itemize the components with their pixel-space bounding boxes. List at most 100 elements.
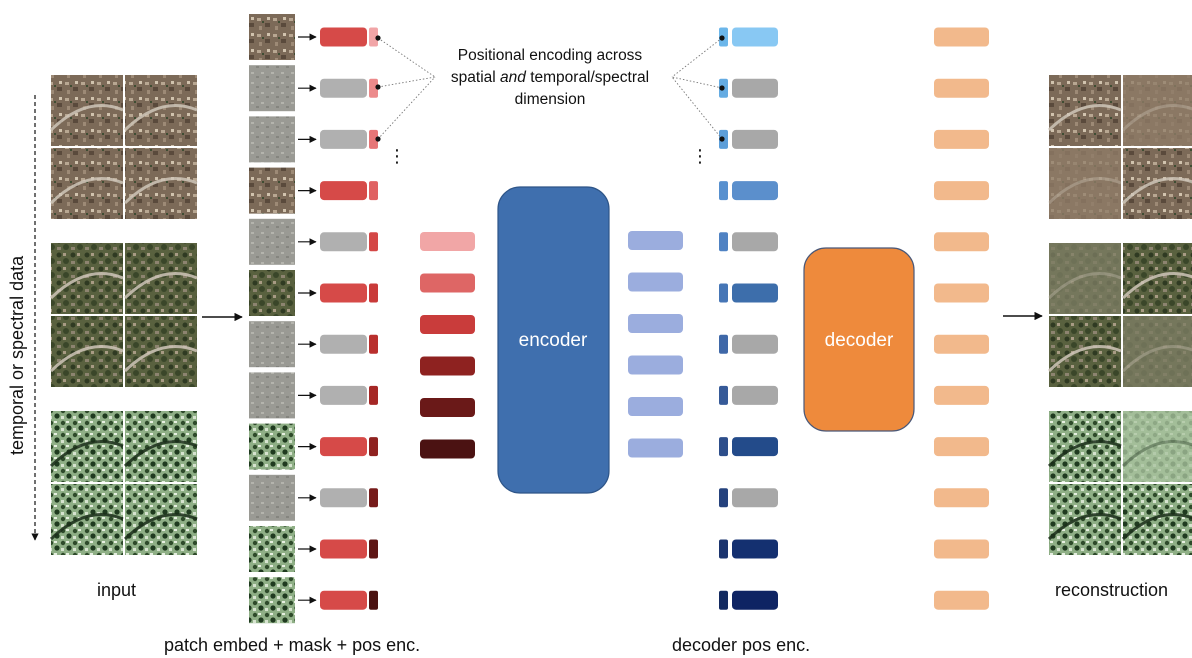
reconstruction-token: [934, 385, 989, 405]
latent-token-column: [628, 231, 683, 458]
decoder-latent-token: [732, 283, 778, 303]
masked-patch-token: [320, 78, 367, 98]
road-line: [123, 440, 198, 468]
road-line: [123, 272, 198, 300]
masked-patch-thumbnail: [249, 116, 295, 163]
road-line: [49, 177, 124, 205]
encoder-input-token: [420, 439, 475, 459]
masked-patch-token: [320, 488, 367, 508]
image-patch: [51, 243, 123, 314]
road-line: [123, 345, 198, 373]
road-line: [123, 177, 198, 205]
decoder-pos-token: [719, 590, 728, 610]
reconstruction-token: [934, 283, 989, 303]
reconstruction-token: [934, 437, 989, 457]
image-patch: [125, 75, 197, 146]
road-line: [1121, 272, 1192, 300]
decoder-token-column: [719, 27, 778, 610]
reconstruction-token: [934, 590, 989, 610]
decoder-latent-token: [732, 181, 778, 201]
latent-token: [628, 272, 683, 292]
temporal-spectral-axis-label: temporal or spectral data: [7, 255, 27, 455]
encoder-label: encoder: [519, 330, 588, 351]
road-line: [1047, 513, 1122, 541]
road-line: [1121, 104, 1192, 132]
masked-patch-token: [320, 334, 367, 354]
image-patch: [1049, 316, 1121, 387]
image-patch: [1123, 484, 1192, 555]
mask-token: [732, 232, 778, 252]
decoder-pos-token: [719, 283, 728, 303]
annotation-line-2: spatial and temporal/spectral: [425, 67, 675, 89]
road-line: [49, 104, 124, 132]
road-line: [1047, 345, 1122, 373]
decoder-pos-token: [719, 437, 728, 457]
patch-thumbnail: [249, 526, 295, 572]
road-line: [1121, 345, 1192, 373]
reconstruction-token-column: [934, 27, 989, 610]
pos-encoding-token: [369, 129, 378, 149]
image-patch: [1049, 411, 1121, 482]
image-patch: [125, 148, 197, 219]
masked-patch-thumbnail: [249, 321, 295, 368]
masked-patch-thumbnail: [249, 218, 295, 265]
reconstruction-token: [934, 232, 989, 252]
pos-encoding-token: [369, 539, 378, 559]
annotation-line-2-post: temporal/spectral: [525, 69, 650, 86]
visible-patch-token: [320, 283, 367, 303]
image-patch: [125, 411, 197, 482]
road-line: [123, 104, 198, 132]
image-patch: [51, 316, 123, 387]
road-line: [1121, 177, 1192, 205]
ellipsis-right: ⋮: [691, 146, 709, 167]
annotation-line-3: dimension: [514, 91, 586, 108]
encoder-input-token: [420, 232, 475, 251]
image-patch: [125, 484, 197, 555]
image-patch: [1123, 148, 1192, 219]
image-patch: [1049, 75, 1121, 146]
annotation-leader-lines: [377, 37, 723, 140]
encoder-input-token: [420, 315, 475, 334]
blurred-patch-overlay: [1049, 243, 1121, 314]
masked-patch-thumbnail: [249, 372, 295, 419]
reconstruction-image-stack: [1047, 75, 1192, 555]
visible-patch-token: [320, 590, 367, 610]
input-image-stack: [49, 75, 198, 555]
decoder-pos-token: [719, 539, 728, 559]
decoder-latent-token: [732, 437, 778, 457]
reconstruction-token: [934, 488, 989, 508]
pos-encoding-token: [369, 78, 378, 98]
mask-token: [732, 78, 778, 98]
decoder-block: [803, 247, 915, 432]
annotation-line-2-pre: spatial: [450, 69, 501, 86]
reconstruction-label: reconstruction: [1055, 580, 1169, 600]
mask-token: [732, 488, 778, 508]
visible-patch-token: [320, 27, 367, 47]
image-patch: [125, 243, 197, 314]
patch-thumbnail: [249, 167, 295, 214]
decoder-pos-token: [719, 334, 728, 354]
decoder-latent-token: [732, 539, 778, 559]
image-patch: [51, 148, 123, 219]
masked-patch-token: [320, 129, 367, 149]
patch-thumbnail: [249, 14, 295, 60]
road-line: [49, 345, 124, 373]
pos-encoding-token: [369, 437, 378, 457]
road-line: [1121, 440, 1192, 468]
patch-thumbnail: [249, 423, 295, 470]
ellipsis-left: ⋮: [388, 146, 406, 167]
reconstruction-token: [934, 27, 989, 47]
mask-token: [732, 129, 778, 149]
reconstruction-token: [934, 78, 989, 98]
input-label: input: [97, 580, 137, 600]
visible-patch-token: [320, 539, 367, 559]
masked-patch-thumbnail: [249, 65, 295, 112]
patch-embed-caption: patch embed + mask + pos enc.: [164, 635, 421, 655]
masked-patch-token: [320, 232, 367, 252]
decoder-latent-token: [732, 27, 778, 47]
pos-encoding-token: [369, 488, 378, 508]
latent-token: [628, 314, 683, 333]
decoder-pos-token: [719, 181, 728, 201]
road-line: [49, 513, 124, 541]
image-patch: [125, 316, 197, 387]
